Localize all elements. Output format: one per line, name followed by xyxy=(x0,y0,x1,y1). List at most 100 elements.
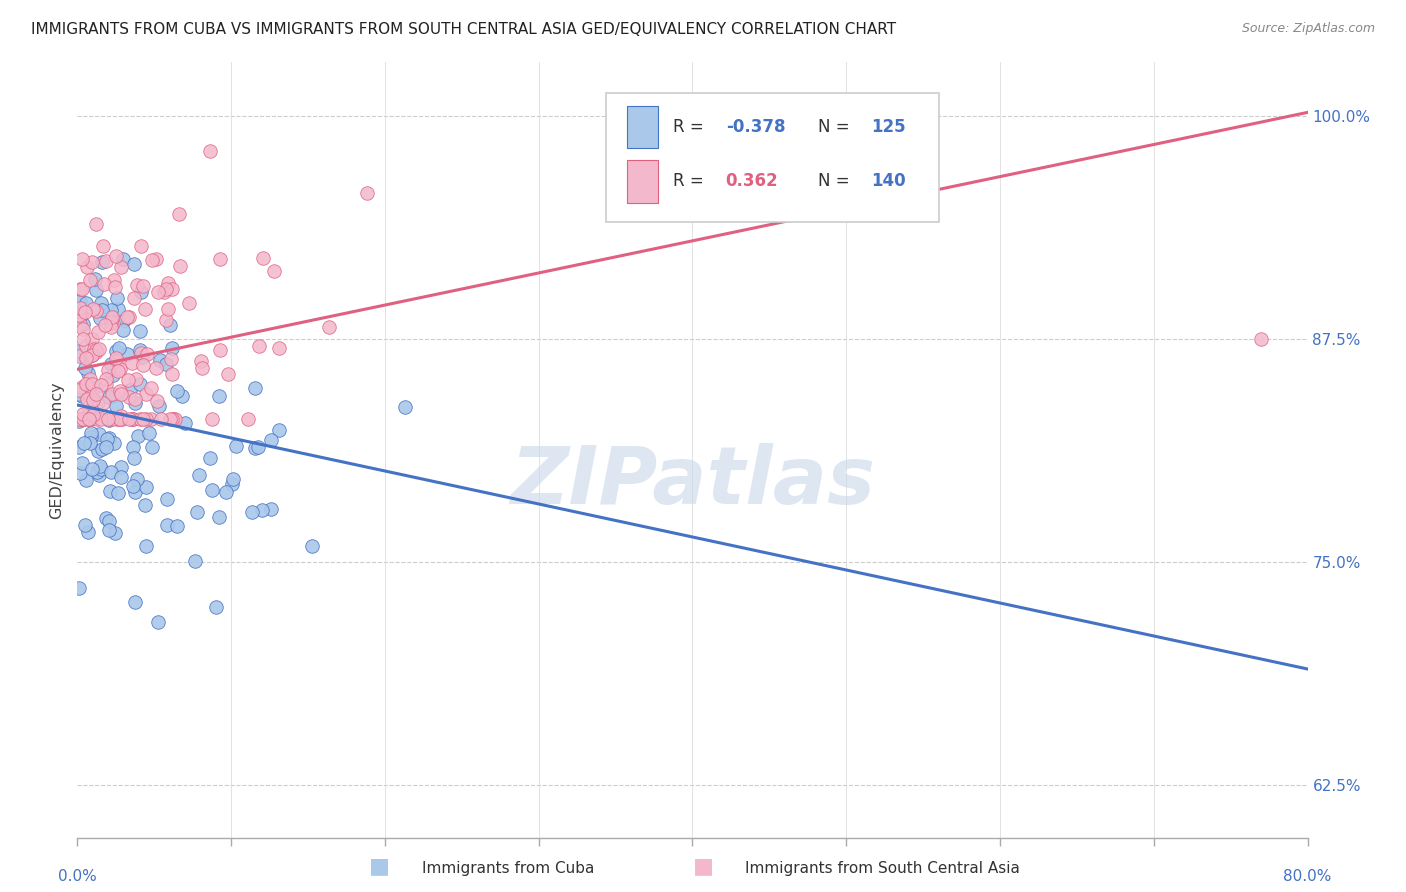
Point xyxy=(179,296,201,310)
Point xyxy=(122,479,145,493)
Point xyxy=(236,412,259,426)
Point xyxy=(139,381,162,395)
Point xyxy=(146,393,169,408)
Point xyxy=(84,217,107,231)
Point xyxy=(72,412,94,426)
Text: 0.0%: 0.0% xyxy=(58,869,97,884)
Point xyxy=(67,309,90,323)
Point xyxy=(170,389,193,403)
Point xyxy=(135,387,157,401)
Point xyxy=(84,272,107,286)
Text: ZIPatlas: ZIPatlas xyxy=(510,442,875,521)
Point xyxy=(127,428,149,442)
Point xyxy=(67,309,90,323)
Point xyxy=(105,354,128,368)
Point xyxy=(67,412,90,426)
Point xyxy=(105,412,128,426)
Point xyxy=(91,255,114,269)
Point xyxy=(201,412,224,426)
Point xyxy=(79,389,101,403)
Point xyxy=(79,403,101,417)
Point xyxy=(128,324,150,338)
Point xyxy=(75,473,97,487)
Point xyxy=(72,412,94,426)
Point xyxy=(131,412,153,426)
Point xyxy=(75,377,97,392)
Point xyxy=(105,249,128,263)
Point xyxy=(149,353,172,368)
Point xyxy=(80,376,103,391)
Point xyxy=(208,252,231,266)
Point xyxy=(86,387,108,401)
Point xyxy=(104,526,127,541)
Point xyxy=(160,281,183,295)
Text: 125: 125 xyxy=(870,118,905,136)
Point xyxy=(100,465,122,479)
Point xyxy=(67,383,90,397)
Point xyxy=(124,396,146,410)
Point xyxy=(301,539,323,553)
Bar xyxy=(627,160,658,202)
Point xyxy=(121,412,143,426)
Point xyxy=(129,285,152,299)
Text: 0.362: 0.362 xyxy=(725,172,779,190)
Point xyxy=(208,389,231,403)
Point xyxy=(107,302,129,317)
Point xyxy=(124,372,146,386)
Point xyxy=(77,367,100,381)
Point xyxy=(108,341,131,355)
Point xyxy=(96,254,118,268)
Point xyxy=(252,251,274,265)
Point xyxy=(80,348,103,362)
Point xyxy=(134,301,156,316)
Point xyxy=(89,468,111,483)
Point xyxy=(76,524,98,539)
Point xyxy=(103,273,125,287)
Point xyxy=(146,285,169,299)
Point xyxy=(124,392,146,407)
Point xyxy=(148,615,170,630)
Point xyxy=(86,303,108,318)
FancyBboxPatch shape xyxy=(606,94,939,221)
Point xyxy=(90,412,112,426)
Point xyxy=(80,348,103,362)
Point xyxy=(201,483,224,497)
Point xyxy=(110,469,132,483)
Point xyxy=(111,323,134,337)
Point xyxy=(135,539,157,553)
Point xyxy=(94,371,117,385)
Point xyxy=(190,353,212,368)
Point xyxy=(70,252,93,267)
Point xyxy=(105,291,128,305)
Point xyxy=(112,313,135,327)
Point xyxy=(173,416,195,430)
Point xyxy=(72,408,94,422)
Point xyxy=(103,435,125,450)
Point xyxy=(160,368,183,382)
Point xyxy=(163,412,186,426)
Point xyxy=(72,332,94,346)
Point xyxy=(73,305,96,319)
Text: R =: R = xyxy=(673,172,709,190)
Point xyxy=(70,282,93,296)
Point xyxy=(135,347,157,361)
Point xyxy=(225,439,247,453)
Point xyxy=(82,301,104,316)
Point xyxy=(67,581,90,595)
Point xyxy=(97,390,120,404)
Point xyxy=(89,310,111,325)
Point xyxy=(80,333,103,347)
Point xyxy=(141,252,163,267)
Point xyxy=(141,412,163,426)
Point xyxy=(97,363,120,377)
Point xyxy=(110,409,132,423)
Text: N =: N = xyxy=(818,118,855,136)
Point xyxy=(107,485,129,500)
Point xyxy=(69,294,91,309)
Point xyxy=(79,349,101,363)
Point xyxy=(188,468,211,483)
Point xyxy=(250,502,273,516)
Point xyxy=(318,320,340,334)
Point xyxy=(246,440,269,454)
Point xyxy=(82,392,104,407)
